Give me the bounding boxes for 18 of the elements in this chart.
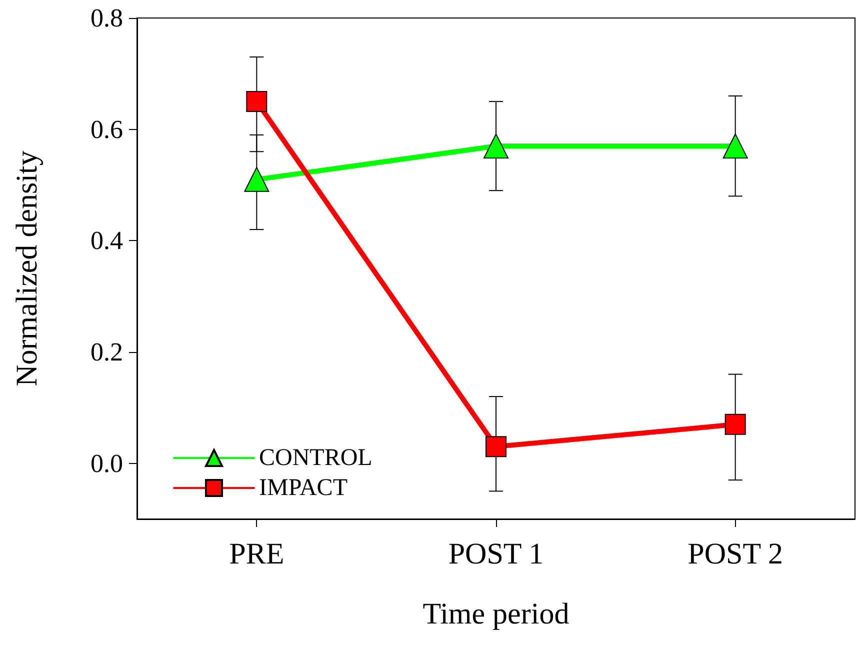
point: [484, 134, 508, 159]
y-tick-label: 0.6: [90, 114, 123, 144]
point: [246, 91, 268, 112]
legend-label: IMPACT: [259, 475, 348, 501]
y-tick-label: 0.2: [90, 338, 123, 366]
point: [244, 166, 270, 192]
y-tick-label: 0.0: [90, 448, 123, 478]
x-axis-title: Time period: [422, 598, 570, 630]
x-tick-label: POST 1: [448, 538, 544, 570]
y-tick-label: 0.8: [90, 4, 123, 32]
point: [724, 414, 746, 435]
x-tick-label: PRE: [229, 538, 284, 570]
y-tick-label: 0.4: [90, 226, 123, 256]
y-axis-title: Normalized density: [10, 150, 44, 386]
point: [486, 436, 506, 458]
x-tick-label: POST 2: [688, 538, 783, 570]
point: [722, 134, 748, 159]
legend-label: CONTROL: [259, 445, 372, 471]
